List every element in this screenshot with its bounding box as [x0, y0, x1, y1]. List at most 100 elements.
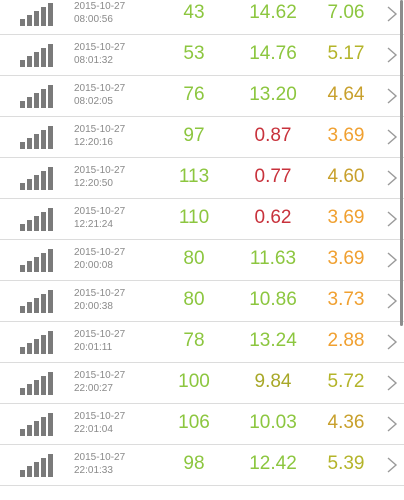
- download-value: 0.77: [254, 166, 292, 187]
- signal-strength-icon: [20, 43, 54, 67]
- ping-value: 78: [183, 330, 205, 351]
- timestamp: 2015-10-27 20:01:11: [74, 328, 125, 354]
- signal-strength-icon: [20, 166, 54, 190]
- chevron-right-icon[interactable]: [386, 129, 398, 145]
- upload-value: 3.69: [327, 125, 365, 146]
- chevron-right-icon[interactable]: [386, 211, 398, 227]
- result-row[interactable]: 2015-10-27 12:20:50 113 0.77 4.60: [0, 158, 404, 199]
- result-date: 2015-10-27: [74, 247, 126, 258]
- upload-value: 4.60: [327, 166, 365, 187]
- result-date: 2015-10-27: [74, 165, 126, 176]
- timestamp: 2015-10-27 22:01:33: [74, 451, 125, 477]
- upload-value: 5.39: [327, 453, 365, 474]
- chevron-right-icon[interactable]: [386, 88, 398, 104]
- result-date: 2015-10-27: [74, 411, 126, 422]
- timestamp: 2015-10-27 08:00:56: [74, 0, 125, 26]
- signal-strength-icon: [20, 248, 54, 272]
- download-value: 11.63: [249, 248, 297, 269]
- ping-value: 97: [183, 125, 205, 146]
- ping-value: 106: [178, 412, 210, 433]
- download-value: 10.86: [249, 289, 297, 310]
- result-time: 12:21:24: [74, 219, 113, 230]
- result-date: 2015-10-27: [74, 1, 126, 12]
- result-date: 2015-10-27: [74, 206, 126, 217]
- result-row[interactable]: 2015-10-27 08:00:56 43 14.62 7.06: [0, 0, 404, 35]
- signal-strength-icon: [20, 371, 54, 395]
- upload-value: 4.36: [327, 412, 365, 433]
- chevron-right-icon[interactable]: [386, 6, 398, 22]
- upload-value: 7.06: [327, 2, 365, 23]
- result-time: 08:00:56: [74, 14, 113, 25]
- timestamp: 2015-10-27 20:00:08: [74, 246, 125, 272]
- result-time: 12:20:50: [74, 178, 113, 189]
- download-value: 9.84: [254, 371, 292, 392]
- result-time: 22:01:04: [74, 424, 113, 435]
- signal-strength-icon: [20, 125, 54, 149]
- upload-value: 5.72: [327, 371, 365, 392]
- result-date: 2015-10-27: [74, 370, 126, 381]
- result-time: 08:02:05: [74, 96, 113, 107]
- result-date: 2015-10-27: [74, 124, 126, 135]
- ping-value: 110: [178, 207, 210, 228]
- timestamp: 2015-10-27 12:21:24: [74, 205, 125, 231]
- chevron-right-icon[interactable]: [386, 170, 398, 186]
- result-row[interactable]: 2015-10-27 22:01:33 98 12.42 5.39: [0, 445, 404, 486]
- chevron-right-icon[interactable]: [386, 293, 398, 309]
- ping-value: 100: [178, 371, 210, 392]
- result-row[interactable]: 2015-10-27 20:00:38 80 10.86 3.73: [0, 281, 404, 322]
- result-row[interactable]: 2015-10-27 12:21:24 110 0.62 3.69: [0, 199, 404, 240]
- ping-value: 43: [183, 2, 205, 23]
- signal-strength-icon: [20, 412, 54, 436]
- signal-strength-icon: [20, 207, 54, 231]
- ping-value: 53: [183, 43, 205, 64]
- timestamp: 2015-10-27 08:01:32: [74, 41, 125, 67]
- signal-strength-icon: [20, 330, 54, 354]
- download-value: 0.62: [254, 207, 292, 228]
- scrollbar[interactable]: [400, 0, 403, 326]
- result-time: 20:01:11: [74, 342, 113, 353]
- upload-value: 4.64: [327, 84, 365, 105]
- download-value: 12.42: [249, 453, 297, 474]
- result-date: 2015-10-27: [74, 329, 126, 340]
- chevron-right-icon[interactable]: [386, 416, 398, 432]
- signal-strength-icon: [20, 453, 54, 477]
- result-date: 2015-10-27: [74, 452, 126, 463]
- chevron-right-icon[interactable]: [386, 334, 398, 350]
- upload-value: 3.69: [327, 248, 365, 269]
- result-time: 08:01:32: [74, 55, 113, 66]
- chevron-right-icon[interactable]: [386, 252, 398, 268]
- result-time: 22:00:27: [74, 383, 113, 394]
- upload-value: 2.88: [327, 330, 365, 351]
- chevron-right-icon[interactable]: [386, 47, 398, 63]
- result-row[interactable]: 2015-10-27 08:01:32 53 14.76 5.17: [0, 35, 404, 76]
- result-row[interactable]: 2015-10-27 20:00:08 80 11.63 3.69: [0, 240, 404, 281]
- result-row[interactable]: 2015-10-27 22:00:27 100 9.84 5.72: [0, 363, 404, 404]
- ping-value: 80: [183, 289, 205, 310]
- timestamp: 2015-10-27 20:00:38: [74, 287, 125, 313]
- download-value: 10.03: [249, 412, 297, 433]
- download-value: 0.87: [254, 125, 292, 146]
- signal-strength-icon: [20, 2, 54, 26]
- chevron-right-icon[interactable]: [386, 375, 398, 391]
- timestamp: 2015-10-27 22:00:27: [74, 369, 125, 395]
- upload-value: 3.69: [327, 207, 365, 228]
- download-value: 14.62: [249, 2, 297, 23]
- result-time: 12:20:16: [74, 137, 113, 148]
- timestamp: 2015-10-27 12:20:16: [74, 123, 125, 149]
- result-time: 22:01:33: [74, 465, 113, 476]
- chevron-right-icon[interactable]: [386, 457, 398, 473]
- result-time: 20:00:08: [74, 260, 113, 271]
- result-date: 2015-10-27: [74, 83, 126, 94]
- timestamp: 2015-10-27 12:20:50: [74, 164, 125, 190]
- result-date: 2015-10-27: [74, 42, 126, 53]
- timestamp: 2015-10-27 22:01:04: [74, 410, 125, 436]
- result-row[interactable]: 2015-10-27 20:01:11 78 13.24 2.88: [0, 322, 404, 363]
- result-date: 2015-10-27: [74, 288, 126, 299]
- upload-value: 5.17: [327, 43, 365, 64]
- result-row[interactable]: 2015-10-27 12:20:16 97 0.87 3.69: [0, 117, 404, 158]
- result-row[interactable]: 2015-10-27 22:01:04 106 10.03 4.36: [0, 404, 404, 445]
- result-row[interactable]: 2015-10-27 08:02:05 76 13.20 4.64: [0, 76, 404, 117]
- download-value: 13.20: [249, 84, 297, 105]
- ping-value: 76: [183, 84, 205, 105]
- result-time: 20:00:38: [74, 301, 113, 312]
